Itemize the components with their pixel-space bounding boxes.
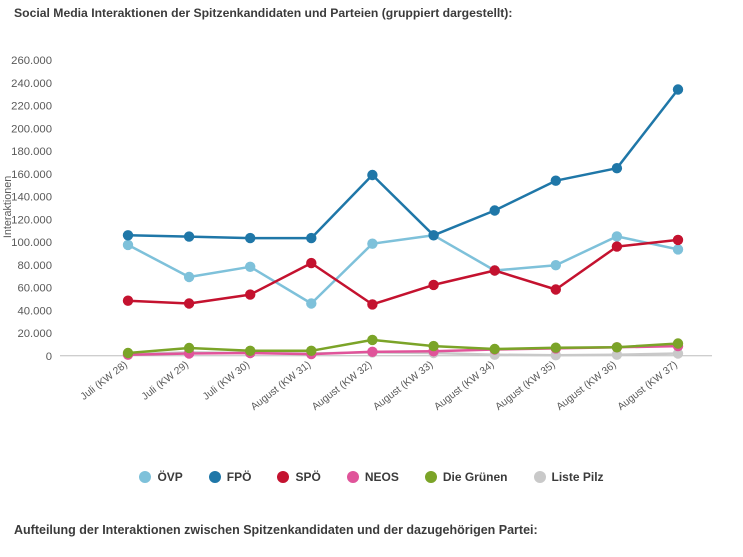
svg-text:240.000: 240.000 [11, 78, 52, 90]
svg-text:Juli (KW 30): Juli (KW 30) [201, 359, 252, 402]
svg-text:Juli (KW 29): Juli (KW 29) [140, 359, 191, 402]
svg-text:40.000: 40.000 [17, 305, 52, 317]
svg-text:60.000: 60.000 [17, 283, 52, 295]
svg-text:20.000: 20.000 [17, 328, 52, 340]
svg-text:August (KW 33): August (KW 33) [371, 359, 435, 412]
svg-text:August (KW 34): August (KW 34) [432, 359, 496, 412]
svg-text:200.000: 200.000 [11, 123, 52, 135]
svg-text:August (KW 37): August (KW 37) [616, 359, 680, 412]
svg-text:August (KW 32): August (KW 32) [310, 359, 374, 412]
svg-text:260.000: 260.000 [11, 55, 52, 67]
svg-text:120.000: 120.000 [11, 214, 52, 226]
svg-text:Interaktionen: Interaktionen [2, 176, 14, 238]
svg-text:0: 0 [46, 351, 52, 363]
svg-text:180.000: 180.000 [11, 146, 52, 158]
svg-text:140.000: 140.000 [11, 192, 52, 204]
svg-text:August (KW 31): August (KW 31) [249, 359, 313, 412]
svg-text:80.000: 80.000 [17, 260, 52, 272]
svg-text:August (KW 35): August (KW 35) [494, 359, 558, 412]
svg-text:160.000: 160.000 [11, 169, 52, 181]
svg-text:100.000: 100.000 [11, 237, 52, 249]
svg-text:220.000: 220.000 [11, 101, 52, 113]
svg-text:August (KW 36): August (KW 36) [555, 359, 619, 412]
svg-text:Juli (KW 28): Juli (KW 28) [79, 359, 130, 402]
